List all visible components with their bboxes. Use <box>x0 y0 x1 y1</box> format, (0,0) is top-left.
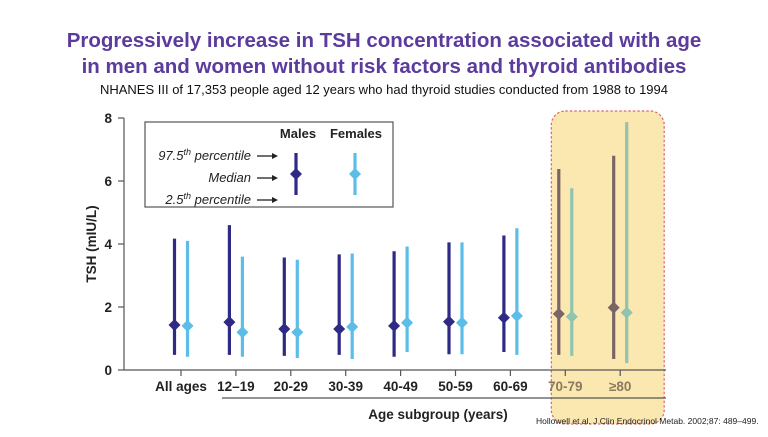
legend-header-males: Males <box>280 126 316 141</box>
median-males-6 <box>497 311 510 324</box>
y-axis-title: TSH (mIU/L) <box>84 205 99 282</box>
legend-arrowhead-icon <box>272 175 278 181</box>
legend-label: 2.5th percentile <box>164 191 251 207</box>
chart-title-line2: in men and women without risk factors an… <box>81 55 687 78</box>
y-tick-label: 8 <box>104 111 112 126</box>
y-tick-label: 4 <box>104 237 112 252</box>
x-tick-label: 50-59 <box>438 379 473 394</box>
x-tick-label: 70-79 <box>548 379 583 394</box>
citation: Hollowell et al. J Clin Endocrinol Metab… <box>536 416 759 426</box>
x-tick-label: 60-69 <box>493 379 528 394</box>
median-females-7 <box>565 310 578 323</box>
legend-arrowhead-icon <box>272 197 278 203</box>
x-tick-label: 12–19 <box>217 379 255 394</box>
x-axis-title: Age subgroup (years) <box>368 407 508 422</box>
x-tick-label: 20-29 <box>274 379 309 394</box>
median-females-0 <box>181 319 194 332</box>
median-males-4 <box>388 319 401 332</box>
x-tick-label: All ages <box>155 379 207 394</box>
median-females-2 <box>291 326 304 339</box>
legend-arrowhead-icon <box>272 153 278 159</box>
median-females-5 <box>456 316 468 329</box>
y-tick-label: 2 <box>104 300 112 315</box>
legend-header-females: Females <box>330 126 382 141</box>
median-males-2 <box>278 323 291 336</box>
median-females-6 <box>510 309 523 322</box>
legend-label: Median <box>208 170 251 185</box>
legend-males-median-diamond <box>290 168 302 180</box>
legend-label: 97.5th percentile <box>158 147 251 163</box>
x-tick-label: 30-39 <box>328 379 363 394</box>
median-males-8 <box>607 301 620 314</box>
y-tick-label: 6 <box>104 174 112 189</box>
highlight-box <box>550 110 665 425</box>
y-tick-label: 0 <box>104 363 112 378</box>
median-males-3 <box>333 323 346 336</box>
legend-females-median-diamond <box>349 168 361 180</box>
median-males-7 <box>552 307 565 320</box>
chart-title-line1: Progressively increase in TSH concentrat… <box>66 29 702 52</box>
x-tick-label: 40-49 <box>383 379 418 394</box>
median-females-4 <box>401 316 414 329</box>
median-females-1 <box>236 326 249 339</box>
chart-subtitle: NHANES III of 17,353 people aged 12 year… <box>99 82 669 97</box>
median-males-0 <box>168 318 181 331</box>
median-females-8 <box>620 306 633 319</box>
median-males-1 <box>223 316 236 329</box>
median-males-5 <box>443 315 455 328</box>
legend-box <box>144 121 394 208</box>
median-females-3 <box>346 320 359 333</box>
x-tick-label: ≥80 <box>609 379 631 394</box>
